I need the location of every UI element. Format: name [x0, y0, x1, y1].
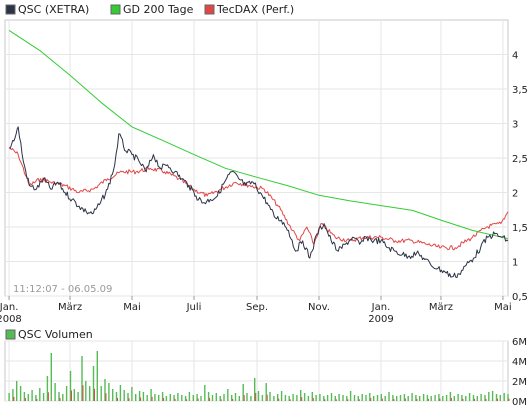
volume-y-tick-label: 4M [512, 357, 527, 368]
x-tick-label: Sep. [246, 302, 268, 313]
x-tick-label: Jan. [0, 302, 18, 313]
price-y-tick-label: 0,5 [512, 292, 528, 303]
volume-y-tick-label: 6M [512, 337, 527, 348]
price-y-tick-label: 4 [512, 51, 518, 62]
price-y-tick-label: 3,5 [512, 85, 528, 96]
x-tick-label: März [429, 302, 453, 313]
price-grid [5, 20, 508, 297]
legend-swatch-qsc [5, 4, 16, 15]
price-y-tick-label: 3 [512, 120, 518, 131]
legend-label-tecdax: TecDAX (Perf.) [216, 3, 294, 16]
x-tick-label: Jan. [371, 302, 391, 313]
legend-label-qsc: QSC (XETRA) [18, 3, 89, 16]
price-legend: QSC (XETRA) GD 200 Tage TecDAX (Perf.) [5, 3, 294, 16]
series-line-tecdax-perf [8, 147, 509, 251]
legend-label-gd200: GD 200 Tage [123, 3, 194, 16]
volume-y-axis: 6M 4M 2M 0M [512, 337, 527, 408]
price-panel: 43,532,521,510,5 Jan.2008MärzMaiJuliSep.… [0, 19, 528, 325]
series-line-gd-200-tage [8, 29, 509, 240]
volume-y-tick-label: 2M [512, 377, 527, 388]
volume-legend-label: QSC Volumen [18, 328, 93, 341]
volume-panel: QSC Volumen 6M 4M 2M 0M [4, 328, 527, 408]
volume-y-tick-label: 0M [512, 397, 527, 408]
x-tick-label: März [58, 302, 82, 313]
price-y-axis: 4 3,5 3 2,5 2 1,5 1 0,5 [512, 51, 528, 304]
price-series [8, 29, 509, 279]
x-tick-label: Juli [186, 302, 202, 313]
timestamp-label: 11:12:07 - 06.05.09 [13, 284, 112, 295]
price-y-tick-label: 1,5 [512, 223, 528, 234]
volume-legend-swatch [5, 329, 16, 340]
legend-swatch-gd200 [110, 4, 121, 15]
price-y-tick-label: 2 [512, 189, 518, 200]
price-y-tick-label: 2,5 [512, 154, 528, 165]
x-tick-label: Mai [494, 302, 512, 313]
time-x-axis: Jan.2008MärzMaiJuliSep.Nov.Jan.2009MärzM… [0, 296, 512, 325]
legend-swatch-tecdax [204, 4, 215, 15]
price-y-tick-label: 1 [512, 258, 518, 269]
x-tick-label: Mai [123, 302, 141, 313]
x-tick-label: Nov. [308, 302, 330, 313]
series-line-qsc-xetra [8, 126, 509, 279]
volume-bars [8, 351, 510, 401]
x-tick-year-label: 2009 [368, 314, 393, 325]
x-tick-year-label: 2008 [0, 314, 22, 325]
volume-plot-area [4, 340, 509, 402]
